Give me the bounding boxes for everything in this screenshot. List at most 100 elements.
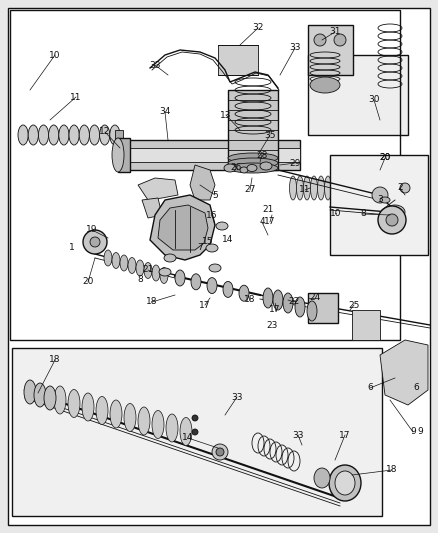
Bar (308, 55, 408, 135)
Text: 33: 33 (231, 392, 243, 401)
Bar (308, 293, 338, 323)
Polygon shape (150, 195, 215, 260)
Text: 15: 15 (202, 238, 214, 246)
Ellipse shape (79, 125, 89, 145)
Text: 18: 18 (386, 465, 398, 474)
Bar (118, 138, 130, 172)
Text: 17: 17 (199, 301, 211, 310)
Text: 18: 18 (146, 297, 158, 306)
Ellipse shape (18, 125, 28, 145)
Circle shape (83, 230, 107, 254)
Ellipse shape (385, 205, 405, 219)
Ellipse shape (136, 260, 144, 276)
Ellipse shape (297, 176, 304, 200)
Ellipse shape (263, 288, 273, 308)
Text: 25: 25 (348, 301, 360, 310)
Ellipse shape (240, 167, 248, 173)
Circle shape (400, 183, 410, 193)
Ellipse shape (120, 255, 128, 271)
Text: 31: 31 (329, 28, 341, 36)
Ellipse shape (318, 176, 325, 200)
Ellipse shape (335, 471, 355, 495)
Ellipse shape (138, 407, 150, 435)
Ellipse shape (207, 278, 217, 294)
Circle shape (90, 237, 100, 247)
Ellipse shape (99, 125, 110, 145)
Text: 7: 7 (197, 244, 203, 253)
Bar (228, 90, 278, 170)
Ellipse shape (247, 165, 257, 172)
Ellipse shape (59, 125, 69, 145)
Bar (12, 348, 382, 516)
Ellipse shape (380, 197, 390, 203)
Text: 20: 20 (379, 154, 391, 163)
Ellipse shape (191, 274, 201, 290)
Ellipse shape (372, 187, 388, 203)
Text: 5: 5 (212, 190, 218, 199)
Text: 9: 9 (417, 427, 423, 437)
Ellipse shape (34, 383, 46, 407)
Ellipse shape (209, 264, 221, 272)
Ellipse shape (152, 265, 160, 281)
Text: 27: 27 (244, 185, 256, 195)
Polygon shape (190, 165, 215, 200)
Circle shape (378, 206, 406, 234)
Ellipse shape (295, 297, 305, 317)
Ellipse shape (54, 386, 66, 414)
Ellipse shape (44, 386, 56, 410)
Ellipse shape (128, 257, 136, 273)
Ellipse shape (28, 125, 39, 145)
Ellipse shape (69, 125, 79, 145)
Ellipse shape (180, 417, 192, 446)
Text: 34: 34 (159, 108, 171, 117)
Ellipse shape (216, 222, 228, 230)
Ellipse shape (290, 176, 297, 200)
Ellipse shape (332, 176, 339, 200)
Bar (352, 310, 380, 340)
Bar (10, 10, 400, 340)
Polygon shape (142, 198, 162, 218)
Text: 35: 35 (264, 131, 276, 140)
Text: 16: 16 (206, 211, 218, 220)
Ellipse shape (112, 138, 124, 172)
Circle shape (386, 214, 398, 226)
Ellipse shape (339, 176, 346, 200)
Text: 8: 8 (360, 209, 366, 219)
Text: 26: 26 (230, 163, 242, 172)
Ellipse shape (353, 176, 360, 200)
Text: 4: 4 (259, 217, 265, 227)
Ellipse shape (49, 125, 59, 145)
Ellipse shape (82, 393, 94, 421)
Text: 11: 11 (70, 93, 82, 101)
Circle shape (334, 34, 346, 46)
Ellipse shape (304, 176, 311, 200)
Circle shape (216, 448, 224, 456)
Text: 6: 6 (367, 384, 373, 392)
Text: 30: 30 (368, 95, 380, 104)
Text: 3: 3 (377, 196, 383, 205)
Ellipse shape (104, 250, 112, 266)
Ellipse shape (346, 176, 353, 200)
Ellipse shape (160, 268, 168, 284)
Text: 21: 21 (142, 265, 154, 274)
Text: 6: 6 (413, 384, 419, 392)
Bar (330, 155, 428, 255)
Ellipse shape (166, 414, 178, 442)
Ellipse shape (314, 468, 330, 488)
Circle shape (212, 444, 228, 460)
Ellipse shape (325, 176, 332, 200)
Text: 33: 33 (289, 44, 301, 52)
Ellipse shape (273, 290, 283, 310)
Text: 21: 21 (262, 206, 274, 214)
Ellipse shape (283, 293, 293, 313)
Ellipse shape (124, 403, 136, 432)
Ellipse shape (152, 410, 164, 439)
Text: 28: 28 (256, 150, 268, 159)
Ellipse shape (68, 390, 80, 417)
Ellipse shape (311, 176, 318, 200)
Bar (308, 25, 353, 75)
Text: 33: 33 (292, 431, 304, 440)
Text: 29: 29 (290, 158, 301, 167)
Text: 14: 14 (182, 433, 194, 442)
Ellipse shape (224, 164, 236, 172)
